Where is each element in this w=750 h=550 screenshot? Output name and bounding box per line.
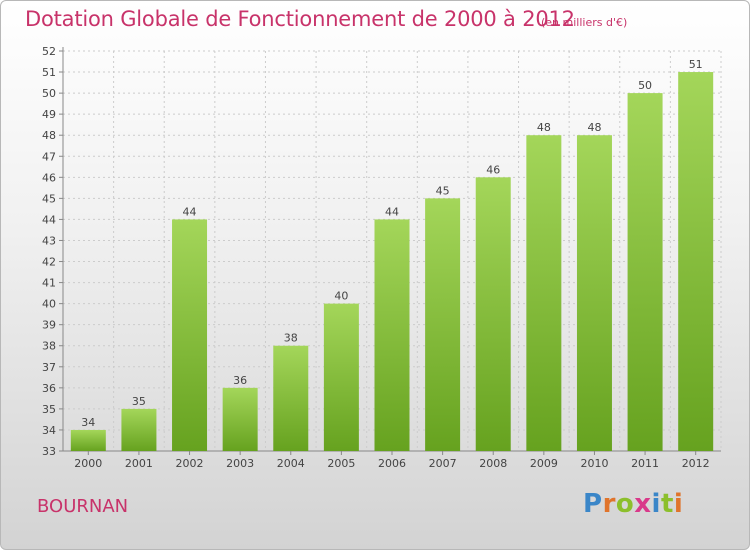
logo-letter: x [634, 489, 652, 519]
bar [70, 429, 106, 451]
y-tick-label: 36 [42, 382, 56, 395]
data-label: 51 [689, 58, 703, 71]
x-tick-label: 2006 [378, 457, 406, 470]
y-tick-label: 47 [42, 150, 56, 163]
data-label: 40 [334, 290, 348, 303]
x-tick-label: 2007 [429, 457, 457, 470]
logo-letter: i [651, 489, 661, 519]
data-label: 38 [284, 332, 298, 345]
y-tick-label: 35 [42, 403, 56, 416]
y-tick-label: 44 [42, 213, 56, 226]
y-tick-label: 41 [42, 277, 56, 290]
y-tick-label: 37 [42, 361, 56, 374]
x-tick-label: 2003 [226, 457, 254, 470]
bars [70, 72, 714, 452]
logo-letter: o [615, 489, 635, 519]
bar [222, 387, 258, 451]
proxiti-logo[interactable]: Proxiti [583, 489, 683, 519]
y-tick-label: 50 [42, 87, 56, 100]
data-label: 34 [81, 416, 95, 429]
y-tick-label: 46 [42, 171, 56, 184]
bar [374, 219, 410, 451]
data-label: 50 [638, 79, 652, 92]
data-label: 48 [587, 121, 601, 134]
bar [121, 408, 157, 451]
bar [627, 93, 663, 452]
logo-letter: t [660, 489, 674, 519]
bar [475, 177, 511, 451]
x-tick-label: 2001 [125, 457, 153, 470]
x-tick-label: 2004 [277, 457, 305, 470]
bar [323, 303, 359, 451]
y-tick-label: 42 [42, 256, 56, 269]
x-tick-label: 2009 [530, 457, 558, 470]
x-tick-label: 2011 [631, 457, 659, 470]
y-tick-label: 38 [42, 340, 56, 353]
bar [273, 345, 309, 451]
y-tick-label: 49 [42, 108, 56, 121]
logo-letter: r [602, 489, 616, 519]
x-tick-label: 2012 [682, 457, 710, 470]
data-label: 36 [233, 374, 247, 387]
y-tick-label: 34 [42, 424, 56, 437]
y-tick-label: 33 [42, 445, 56, 458]
bar [526, 135, 562, 452]
x-tick-label: 2005 [327, 457, 355, 470]
y-tick-label: 52 [42, 45, 56, 58]
chart-unit: (en milliers d'€) [541, 16, 628, 29]
x-tick-label: 2000 [74, 457, 102, 470]
logo-letter: i [673, 489, 684, 519]
bar [678, 72, 714, 451]
logo-letter: P [583, 489, 603, 519]
y-tick-label: 48 [42, 129, 56, 142]
commune-name: BOURNAN [37, 496, 129, 517]
y-tick-label: 45 [42, 192, 56, 205]
labels: 33 34 35 36 37 38 39 40 41 42 43 44 45 46 47 48 49 50 51 52… [42, 45, 710, 470]
data-label: 44 [183, 205, 197, 218]
x-tick-label: 2002 [176, 457, 204, 470]
bar [576, 135, 612, 452]
chart-title: Dotation Globale de Fonctionnement de 20… [25, 7, 575, 31]
x-tick-label: 2008 [479, 457, 507, 470]
y-tick-label: 43 [42, 234, 56, 247]
bar [425, 198, 461, 451]
y-tick-label: 40 [42, 298, 56, 311]
y-tick-label: 51 [42, 66, 56, 79]
data-label: 35 [132, 395, 146, 408]
bar [172, 219, 208, 451]
data-label: 48 [537, 121, 551, 134]
data-label: 46 [486, 163, 500, 176]
x-tick-label: 2010 [580, 457, 608, 470]
data-label: 44 [385, 205, 399, 218]
y-tick-label: 39 [42, 319, 56, 332]
data-label: 45 [436, 184, 450, 197]
